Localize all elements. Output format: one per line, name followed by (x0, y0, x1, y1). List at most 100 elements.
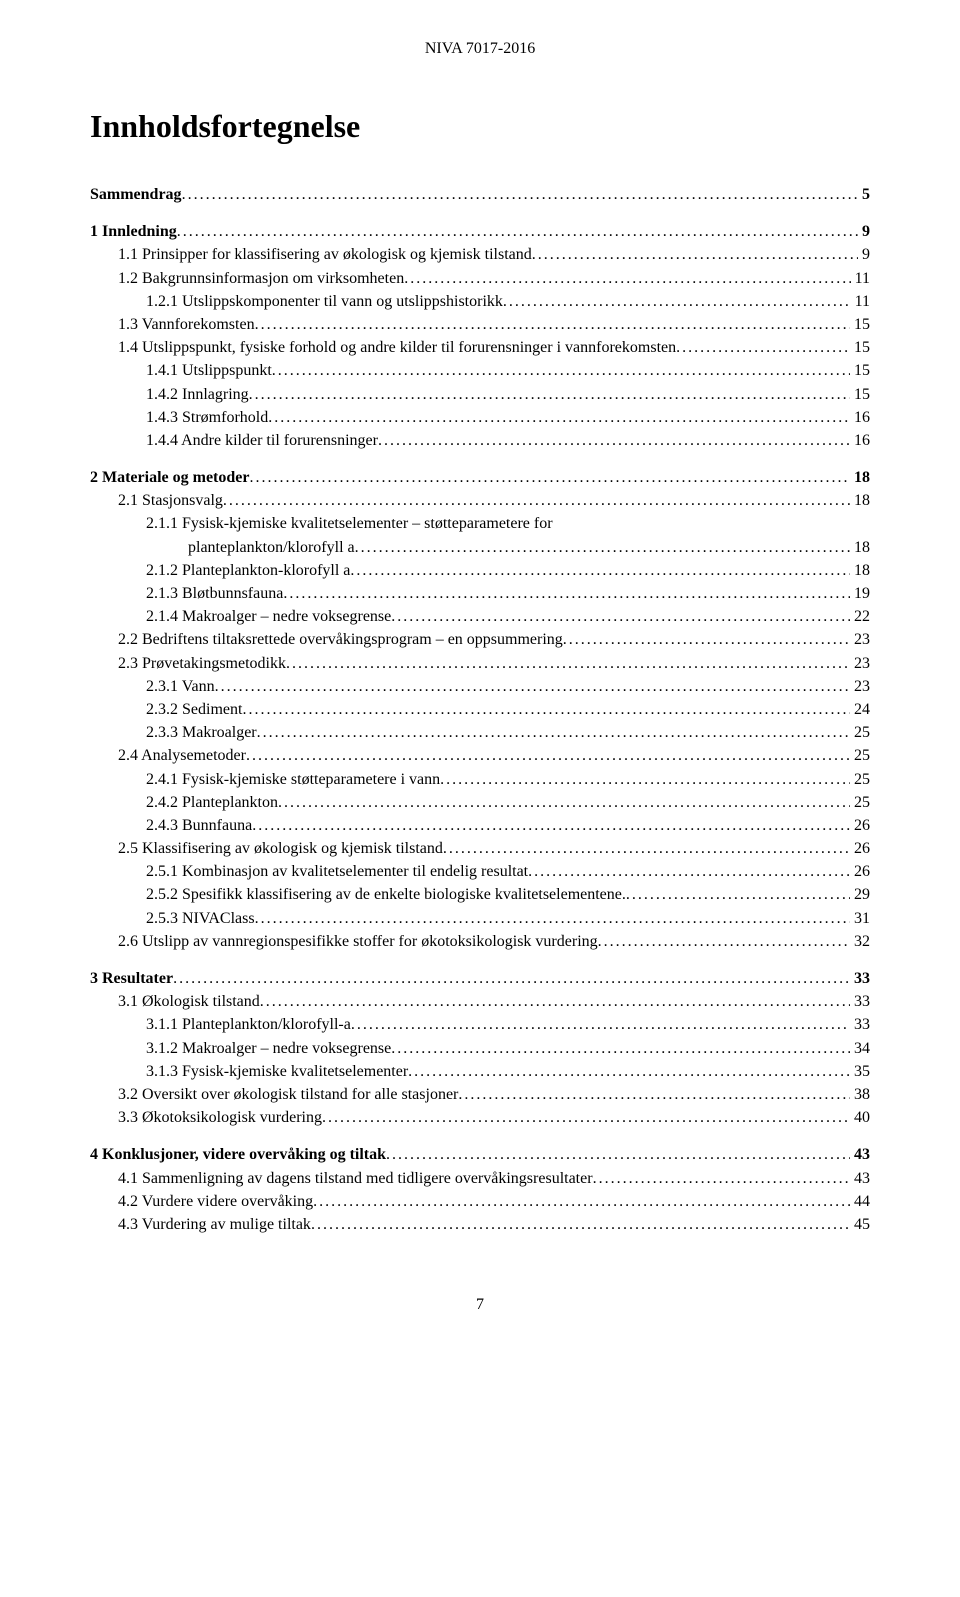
toc-leader (283, 582, 850, 605)
toc-row: 1.4.4 Andre kilder til forurensninger 16 (90, 429, 870, 452)
toc-page-number: 43 (850, 1143, 870, 1166)
toc-page-number: 16 (850, 429, 870, 452)
toc-spacer (90, 452, 870, 466)
toc-label: 2.1.1 Fysisk-kjemiske kvalitetselementer… (90, 512, 553, 535)
toc-label: Sammendrag (90, 183, 182, 206)
toc-leader (249, 383, 850, 406)
toc-label: 1.4.4 Andre kilder til forurensninger (90, 429, 378, 452)
toc-row: 1.3 Vannforekomsten 15 (90, 313, 870, 336)
toc-leader (272, 359, 850, 382)
toc-leader (268, 406, 850, 429)
toc-label: 2.5.3 NIVAClass (90, 907, 255, 930)
toc-leader (286, 652, 850, 675)
toc-spacer (90, 953, 870, 967)
toc-label: 4 Konklusjoner, videre overvåking og til… (90, 1143, 386, 1166)
toc-row: 1 Innledning 9 (90, 220, 870, 243)
toc-row: 4 Konklusjoner, videre overvåking og til… (90, 1143, 870, 1166)
toc-row: 3.1 Økologisk tilstand33 (90, 990, 870, 1013)
toc-row: 2.1.4 Makroalger – nedre voksegrense22 (90, 605, 870, 628)
toc-page-number: 32 (850, 930, 870, 953)
toc-spacer (90, 206, 870, 220)
toc-label: 2.5 Klassifisering av økologisk og kjemi… (90, 837, 443, 860)
toc-page-number: 9 (858, 220, 870, 243)
toc-label: 2.1.3 Bløtbunnsfauna (90, 582, 283, 605)
toc-label: 1.3 Vannforekomsten (90, 313, 255, 336)
toc-leader (249, 466, 850, 489)
toc-row: 1.2.1 Utslippskomponenter til vann og ut… (90, 290, 870, 313)
toc-page-number: 11 (851, 267, 870, 290)
toc-page-number: 15 (850, 359, 870, 382)
toc-leader (676, 336, 850, 359)
toc-page-number: 43 (850, 1167, 870, 1190)
toc-row: 2.1.2 Planteplankton-klorofyll a18 (90, 559, 870, 582)
toc-label: 3 Resultater (90, 967, 173, 990)
toc-leader (252, 814, 850, 837)
toc-row: 2.6 Utslipp av vannregionspesifikke stof… (90, 930, 870, 953)
toc-row: 1.1 Prinsipper for klassifisering av øko… (90, 243, 870, 266)
toc-row: 2.4.1 Fysisk-kjemiske støtteparametere i… (90, 768, 870, 791)
toc-label: 1 Innledning (90, 220, 177, 243)
toc-leader (598, 930, 850, 953)
toc-page-number: 15 (850, 313, 870, 336)
page: NIVA 7017-2016 Innholdsfortegnelse Samme… (0, 0, 960, 1354)
toc-label: 4.3 Vurdering av mulige tiltak (90, 1213, 311, 1236)
toc-leader (322, 1106, 850, 1129)
toc-row: 3.2 Oversikt over økologisk tilstand for… (90, 1083, 870, 1106)
toc-row: 2.4.2 Planteplankton 25 (90, 791, 870, 814)
toc-label: 2.5.1 Kombinasjon av kvalitetselementer … (90, 860, 528, 883)
toc-page-number: 26 (850, 814, 870, 837)
toc-row: 2.5.3 NIVAClass31 (90, 907, 870, 930)
toc-leader (255, 907, 850, 930)
toc-row: 4.3 Vurdering av mulige tiltak 45 (90, 1213, 870, 1236)
toc-page-number: 26 (850, 837, 870, 860)
toc-label: 1.2 Bakgrunnsinformasjon om virksomheten (90, 267, 404, 290)
toc-label: 2.3.1 Vann (90, 675, 215, 698)
toc-label: 2.1 Stasjonsvalg (90, 489, 223, 512)
toc-page-number: 45 (850, 1213, 870, 1236)
toc-page-number: 34 (850, 1037, 870, 1060)
toc-label: 2.1.2 Planteplankton-klorofyll a (90, 559, 350, 582)
toc-row: 2.1.3 Bløtbunnsfauna19 (90, 582, 870, 605)
toc-label: 2.5.2 Spesifikk klassifisering av de enk… (90, 883, 626, 906)
toc-page-number: 15 (850, 383, 870, 406)
toc-row: 2.3.3 Makroalger 25 (90, 721, 870, 744)
toc-row: 4.1 Sammenligning av dagens tilstand med… (90, 1167, 870, 1190)
toc-label: 3.1.1 Planteplankton/klorofyll-a (90, 1013, 351, 1036)
toc-container: Sammendrag51 Innledning91.1 Prinsipper f… (90, 183, 870, 1236)
toc-label: 2.3.2 Sediment (90, 698, 242, 721)
document-header: NIVA 7017-2016 (90, 40, 870, 58)
toc-leader (408, 1060, 850, 1083)
toc-page-number: 22 (850, 605, 870, 628)
toc-leader (503, 290, 851, 313)
toc-row: 2.5 Klassifisering av økologisk og kjemi… (90, 837, 870, 860)
toc-label: planteplankton/klorofyll a (90, 536, 355, 559)
toc-label: 2.6 Utslipp av vannregionspesifikke stof… (90, 930, 598, 953)
toc-leader (311, 1213, 850, 1236)
toc-row: 1.4.1 Utslippspunkt 15 (90, 359, 870, 382)
toc-row: 2.3 Prøvetakingsmetodikk23 (90, 652, 870, 675)
toc-row: 3.1.3 Fysisk-kjemiske kvalitetselementer… (90, 1060, 870, 1083)
toc-row: 2.5.1 Kombinasjon av kvalitetselementer … (90, 860, 870, 883)
toc-label: 3.1 Økologisk tilstand (90, 990, 260, 1013)
toc-leader (260, 990, 850, 1013)
toc-label: 2 Materiale og metoder (90, 466, 249, 489)
toc-leader (177, 220, 858, 243)
toc-label: 1.4.1 Utslippspunkt (90, 359, 272, 382)
toc-page-number: 25 (850, 791, 870, 814)
toc-page-number: 23 (850, 675, 870, 698)
toc-label: 2.3 Prøvetakingsmetodikk (90, 652, 286, 675)
toc-spacer (90, 1129, 870, 1143)
toc-page-number: 18 (850, 466, 870, 489)
toc-page-number: 38 (850, 1083, 870, 1106)
toc-row: planteplankton/klorofyll a18 (90, 536, 870, 559)
toc-page-number: 25 (850, 721, 870, 744)
toc-leader (313, 1190, 850, 1213)
toc-page-number: 11 (851, 290, 870, 313)
toc-leader (563, 628, 850, 651)
toc-page-number: 24 (850, 698, 870, 721)
toc-label: 2.4.2 Planteplankton (90, 791, 278, 814)
toc-row: 2 Materiale og metoder 18 (90, 466, 870, 489)
toc-leader (350, 559, 850, 582)
toc-page-number: 35 (850, 1060, 870, 1083)
toc-label: 2.3.3 Makroalger (90, 721, 257, 744)
